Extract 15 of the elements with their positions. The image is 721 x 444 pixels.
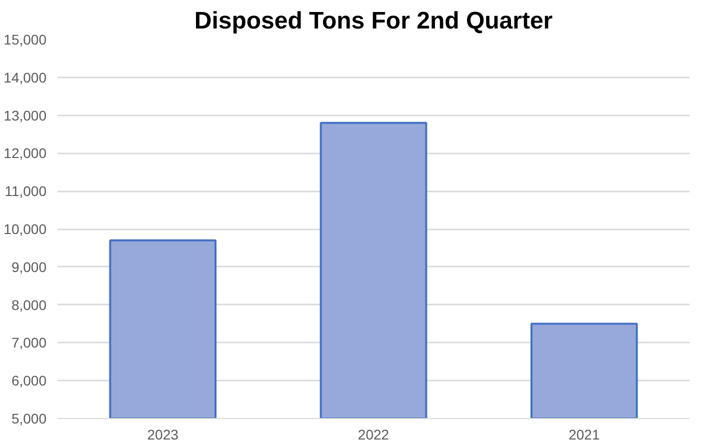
y-tick-label: 15,000 <box>4 32 47 48</box>
x-tick-label: 2022 <box>358 426 390 442</box>
y-tick-label: 13,000 <box>4 107 47 124</box>
y-tick-label: 6,000 <box>11 372 47 389</box>
chart-title: Disposed Tons For 2nd Quarter <box>194 8 553 34</box>
y-tick-label: 9,000 <box>11 258 47 275</box>
y-tick-label: 7,000 <box>11 334 47 351</box>
y-tick-label: 12,000 <box>4 145 47 162</box>
y-tick-label: 14,000 <box>4 69 47 86</box>
x-tick-label: 2021 <box>568 426 600 442</box>
y-tick-label: 5,000 <box>11 410 47 426</box>
y-tick-label: 8,000 <box>11 296 47 313</box>
x-tick-label: 2023 <box>147 426 179 442</box>
y-tick-label: 11,000 <box>4 183 47 200</box>
y-tick-label: 10,000 <box>4 221 47 237</box>
